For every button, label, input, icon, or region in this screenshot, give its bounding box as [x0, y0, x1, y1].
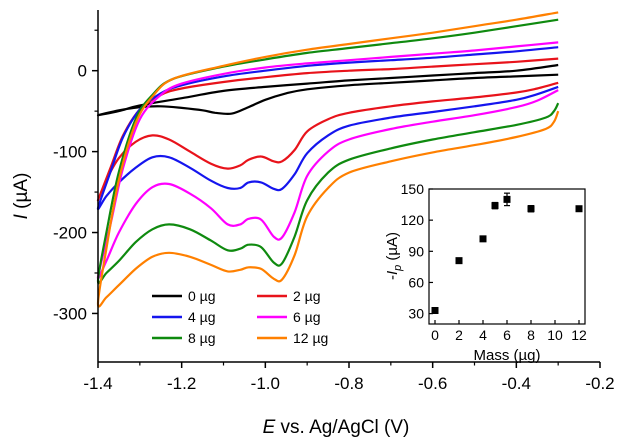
inset-y-tick-label: 60	[408, 274, 424, 290]
inset-x-tick-label: 6	[503, 327, 511, 343]
legend-label-0: 0 µg	[188, 288, 216, 304]
inset-x-axis-label: Mass (µg)	[474, 347, 541, 364]
legend-label-3: 6 µg	[293, 309, 321, 325]
legend-label-2: 4 µg	[188, 309, 216, 325]
main-y-axis-label-rest: (µA)	[11, 173, 32, 215]
main-x-tick-label: -0.4	[502, 374, 531, 393]
main-curves	[96, 11, 560, 308]
main-x-ticks: -1.4 -1.2 -1.0 -0.8 -0.6 -0.4 -0.2	[83, 362, 615, 393]
inset-point-4	[503, 195, 511, 203]
inset-x-tick-label: 8	[527, 327, 535, 343]
main-y-axis-label: I (µA)	[11, 173, 32, 220]
inset-y-axis-label: -Ip (µA)	[384, 232, 404, 280]
inset-point-0	[431, 307, 439, 314]
legend-label-4: 8 µg	[188, 330, 216, 346]
main-y-ticks: 0 -100 -200 -300	[53, 29, 98, 323]
inset-frame	[428, 188, 586, 325]
main-x-tick-label: -1.4	[83, 374, 112, 393]
inset-point-2	[479, 235, 487, 243]
main-x-tick-label: -1.0	[251, 374, 280, 393]
main-x-tick-label: -0.6	[418, 374, 447, 393]
inset-plot: 0 2 4 6 8 10 12 30 60 90 120 150 Mass (µg) -Ip (µA…	[384, 181, 587, 364]
main-x-tick-label: -0.8	[334, 374, 363, 393]
inset-points	[431, 192, 583, 314]
inset-point-5	[527, 205, 535, 213]
main-y-tick-label: -300	[53, 304, 87, 323]
main-x-tick-label: -0.2	[585, 374, 614, 393]
inset-y-tick-label: 30	[408, 306, 424, 322]
main-x-tick-label: -1.2	[167, 374, 196, 393]
inset-point-3	[491, 202, 499, 210]
series-line-3	[96, 41, 559, 280]
main-x-axis-label-rest: vs. Ag/AgCl (V)	[275, 417, 409, 438]
inset-y-ticks: 30 60 90 120 150	[401, 181, 433, 322]
series-line-4	[96, 18, 560, 285]
inset-x-tick-label: 2	[455, 327, 463, 343]
main-x-axis-label-italic: E	[263, 417, 276, 438]
main-x-axis-label: E vs. Ag/AgCl (V)	[263, 417, 410, 438]
main-y-axis-label-italic: I	[11, 213, 32, 219]
inset-x-ticks: 0 2 4 6 8 10 12	[431, 320, 587, 343]
series-line-1	[96, 57, 559, 202]
inset-x-tick-label: 0	[431, 327, 439, 343]
inset-y-axis-label-rest: (µA)	[384, 232, 401, 265]
main-y-tick-label: 0	[78, 62, 87, 81]
main-plot: -1.4 -1.2 -1.0 -0.8 -0.6 -0.4 -0.2 0-100-200-3…	[11, 10, 615, 438]
main-y-tick-label: -100	[53, 143, 87, 162]
inset-x-tick-label: 10	[547, 327, 563, 343]
inset-x-tick-label: 12	[571, 327, 587, 343]
inset-y-tick-label: 120	[401, 212, 425, 228]
legend-label-1: 2 µg	[293, 288, 321, 304]
inset-y-tick-label: 150	[401, 181, 425, 197]
inset-y-tick-label: 90	[408, 243, 424, 259]
inset-point-1	[455, 257, 463, 265]
legend-label-5: 12 µg	[293, 330, 328, 346]
inset-x-tick-label: 4	[479, 327, 487, 343]
inset-y-axis-label-sub: p	[392, 265, 404, 272]
inset-y-axis-label-prefix: -	[384, 275, 401, 280]
series-line-5	[96, 11, 560, 308]
inset-y-axis-label-italic: I	[384, 271, 401, 275]
series-line-2	[96, 46, 559, 211]
legend: 0 µg 2 µg 4 µg 6 µg 8 µg 12 µg	[152, 288, 328, 346]
main-y-tick-label: -200	[53, 224, 87, 243]
inset-point-6	[575, 205, 583, 213]
